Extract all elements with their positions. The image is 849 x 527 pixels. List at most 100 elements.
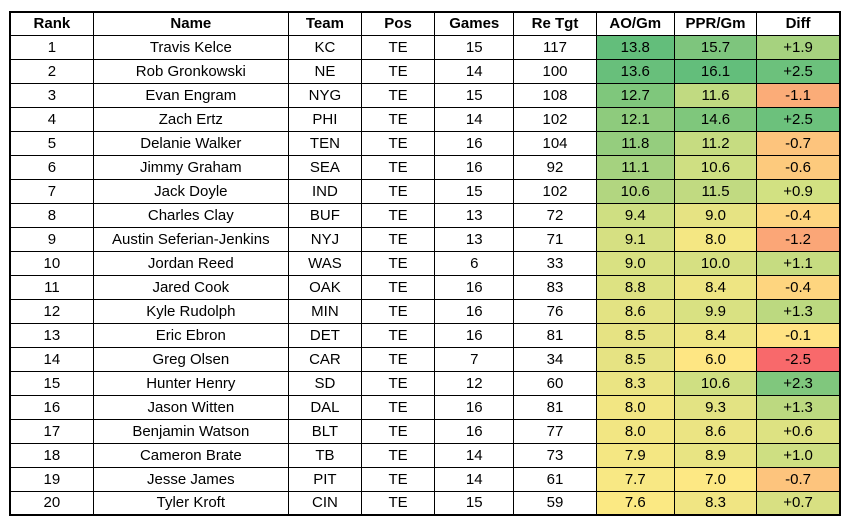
ao-per-game-cell: 8.0: [595, 394, 675, 420]
pos-cell: TE: [360, 418, 436, 444]
name-cell: Tyler Kroft: [92, 490, 289, 516]
ao-per-game-cell: 12.1: [595, 106, 675, 132]
pos-cell: TE: [360, 154, 436, 180]
pos-cell: TE: [360, 322, 436, 348]
re-tgt-cell: 100: [513, 58, 597, 84]
ppr-per-game-cell: 8.6: [673, 418, 758, 444]
rank-cell: 3: [8, 82, 94, 108]
team-cell: DAL: [287, 394, 362, 420]
ppr-per-game-cell: 8.4: [673, 322, 758, 348]
pos-cell: TE: [360, 178, 436, 204]
re-tgt-cell: 92: [513, 154, 597, 180]
pos-cell: TE: [360, 394, 436, 420]
games-cell: 12: [434, 370, 515, 396]
name-cell: Greg Olsen: [92, 346, 289, 372]
table-row: 16 Jason Witten DAL TE 16 81 8.0 9.3 +1.3: [8, 394, 842, 420]
name-cell: Jared Cook: [92, 274, 289, 300]
team-cell: PIT: [287, 466, 362, 492]
re-tgt-cell: 81: [513, 394, 597, 420]
rank-cell: 17: [8, 418, 94, 444]
ppr-per-game-cell: 14.6: [673, 106, 758, 132]
rank-cell: 11: [8, 274, 94, 300]
table-row: 5 Delanie Walker TEN TE 16 104 11.8 11.2 -0.7: [8, 130, 842, 156]
diff-cell: +1.1: [756, 250, 842, 276]
ao-per-game-cell: 7.7: [595, 466, 675, 492]
re-tgt-cell: 83: [513, 274, 597, 300]
diff-cell: +1.3: [756, 298, 842, 324]
header-pos: Pos: [360, 11, 436, 36]
ao-per-game-cell: 8.5: [595, 346, 675, 372]
team-cell: CIN: [287, 490, 362, 516]
ao-per-game-cell: 9.4: [595, 202, 675, 228]
ppr-per-game-cell: 8.4: [673, 274, 758, 300]
team-cell: IND: [287, 178, 362, 204]
name-cell: Jason Witten: [92, 394, 289, 420]
diff-cell: +0.9: [756, 178, 842, 204]
table-row: 4 Zach Ertz PHI TE 14 102 12.1 14.6 +2.5: [8, 106, 842, 132]
ppr-per-game-cell: 11.6: [673, 82, 758, 108]
games-cell: 6: [434, 250, 515, 276]
ao-per-game-cell: 12.7: [595, 82, 675, 108]
rank-cell: 12: [8, 298, 94, 324]
games-cell: 16: [434, 322, 515, 348]
name-cell: Zach Ertz: [92, 106, 289, 132]
table-row: 8 Charles Clay BUF TE 13 72 9.4 9.0 -0.4: [8, 202, 842, 228]
pos-cell: TE: [360, 250, 436, 276]
diff-cell: +1.9: [756, 34, 842, 60]
ppr-per-game-cell: 6.0: [673, 346, 758, 372]
ppr-per-game-cell: 8.3: [673, 490, 758, 516]
ao-per-game-cell: 8.6: [595, 298, 675, 324]
diff-cell: +2.5: [756, 58, 842, 84]
pos-cell: TE: [360, 274, 436, 300]
name-cell: Travis Kelce: [92, 34, 289, 60]
games-cell: 16: [434, 394, 515, 420]
pos-cell: TE: [360, 466, 436, 492]
tight-end-rankings-table: Rank Name Team Pos Games Re Tgt AO/Gm PP…: [8, 11, 842, 516]
rank-cell: 4: [8, 106, 94, 132]
diff-cell: -1.1: [756, 82, 842, 108]
rank-cell: 10: [8, 250, 94, 276]
re-tgt-cell: 61: [513, 466, 597, 492]
rank-cell: 20: [8, 490, 94, 516]
re-tgt-cell: 108: [513, 82, 597, 108]
rank-cell: 13: [8, 322, 94, 348]
re-tgt-cell: 34: [513, 346, 597, 372]
ppr-per-game-cell: 7.0: [673, 466, 758, 492]
team-cell: TB: [287, 442, 362, 468]
diff-cell: +2.3: [756, 370, 842, 396]
rank-cell: 15: [8, 370, 94, 396]
ppr-per-game-cell: 8.0: [673, 226, 758, 252]
name-cell: Charles Clay: [92, 202, 289, 228]
games-cell: 14: [434, 466, 515, 492]
name-cell: Rob Gronkowski: [92, 58, 289, 84]
diff-cell: -0.4: [756, 274, 842, 300]
pos-cell: TE: [360, 82, 436, 108]
re-tgt-cell: 59: [513, 490, 597, 516]
ao-per-game-cell: 8.0: [595, 418, 675, 444]
table-row: 12 Kyle Rudolph MIN TE 16 76 8.6 9.9 +1.3: [8, 298, 842, 324]
team-cell: TEN: [287, 130, 362, 156]
re-tgt-cell: 117: [513, 34, 597, 60]
diff-cell: +0.6: [756, 418, 842, 444]
team-cell: NE: [287, 58, 362, 84]
pos-cell: TE: [360, 346, 436, 372]
ao-per-game-cell: 11.1: [595, 154, 675, 180]
header-team: Team: [287, 11, 362, 36]
re-tgt-cell: 72: [513, 202, 597, 228]
pos-cell: TE: [360, 370, 436, 396]
pos-cell: TE: [360, 58, 436, 84]
games-cell: 16: [434, 130, 515, 156]
team-cell: SD: [287, 370, 362, 396]
re-tgt-cell: 102: [513, 106, 597, 132]
table-row: 3 Evan Engram NYG TE 15 108 12.7 11.6 -1.1: [8, 82, 842, 108]
header-ao-per-game: AO/Gm: [595, 11, 675, 36]
team-cell: NYG: [287, 82, 362, 108]
ao-per-game-cell: 8.3: [595, 370, 675, 396]
ppr-per-game-cell: 15.7: [673, 34, 758, 60]
team-cell: SEA: [287, 154, 362, 180]
rank-cell: 1: [8, 34, 94, 60]
header-name: Name: [92, 11, 289, 36]
table-row: 17 Benjamin Watson BLT TE 16 77 8.0 8.6 +0.6: [8, 418, 842, 444]
name-cell: Jack Doyle: [92, 178, 289, 204]
pos-cell: TE: [360, 490, 436, 516]
